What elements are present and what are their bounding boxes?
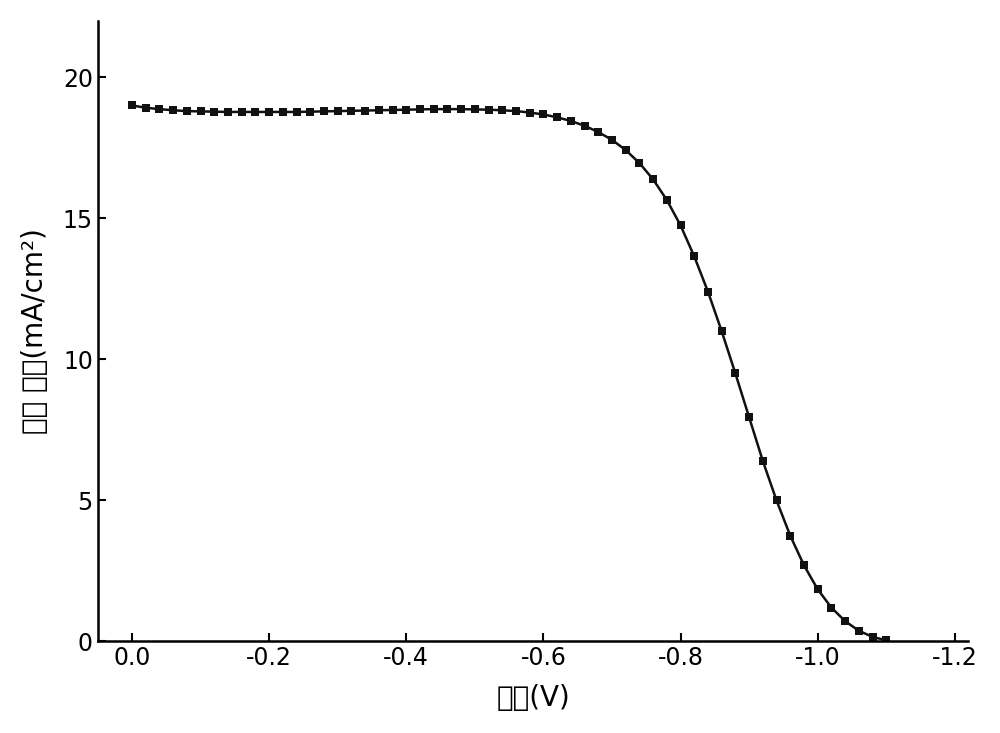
Y-axis label: 电流 密度(mA/cm²): 电流 密度(mA/cm²) (21, 228, 49, 434)
X-axis label: 电压(V): 电压(V) (496, 684, 570, 712)
